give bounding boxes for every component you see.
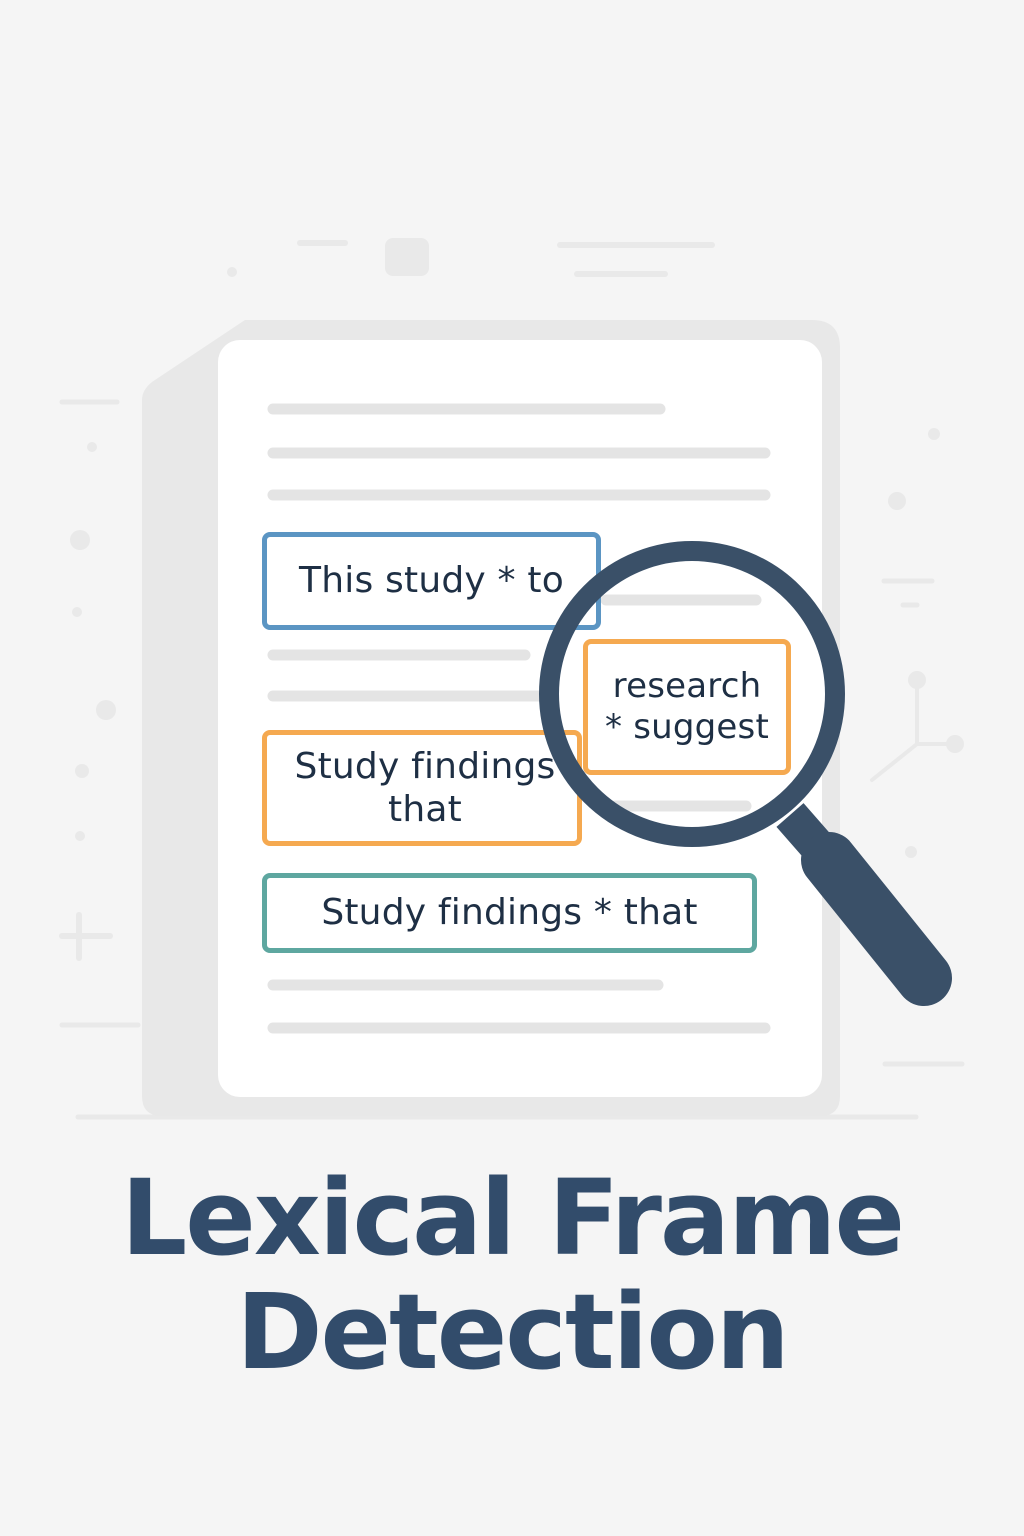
frame-box-orange: Study findings that [262,730,582,846]
frame-text-multiline: research * suggest [605,666,769,748]
frame-box-teal: Study findings * that [262,873,757,953]
deco-dot [96,700,116,720]
deco-dot [87,442,97,452]
deco-dot [227,267,237,277]
frame-text-line: Study findings [294,745,556,787]
deco-dot [70,530,90,550]
title-line-1: Lexical Frame [121,1157,905,1279]
magnifier-handle [801,832,952,1006]
frame-text-line: * suggest [605,707,769,747]
deco-dot [72,607,82,617]
frame-text-line: research [612,666,762,707]
frame-text: This study * to [299,560,564,602]
frame-box-magnified: research * suggest [583,639,791,775]
background-decorations [59,238,965,1120]
deco-square [385,238,429,276]
deco-edge [870,742,919,782]
frame-text-multiline: Study findings that [293,745,557,831]
deco-dot [75,764,89,778]
document-text-lines [267,403,771,1034]
deco-node [946,735,964,753]
deco-dot [928,428,940,440]
frame-text-line: that [388,789,462,830]
deco-dot [75,831,85,841]
deco-dot [905,846,917,858]
frame-box-blue: This study * to [262,532,601,630]
deco-dot [888,492,906,510]
title-line-2: Detection [236,1271,790,1393]
frame-text: Study findings * that [321,892,698,934]
